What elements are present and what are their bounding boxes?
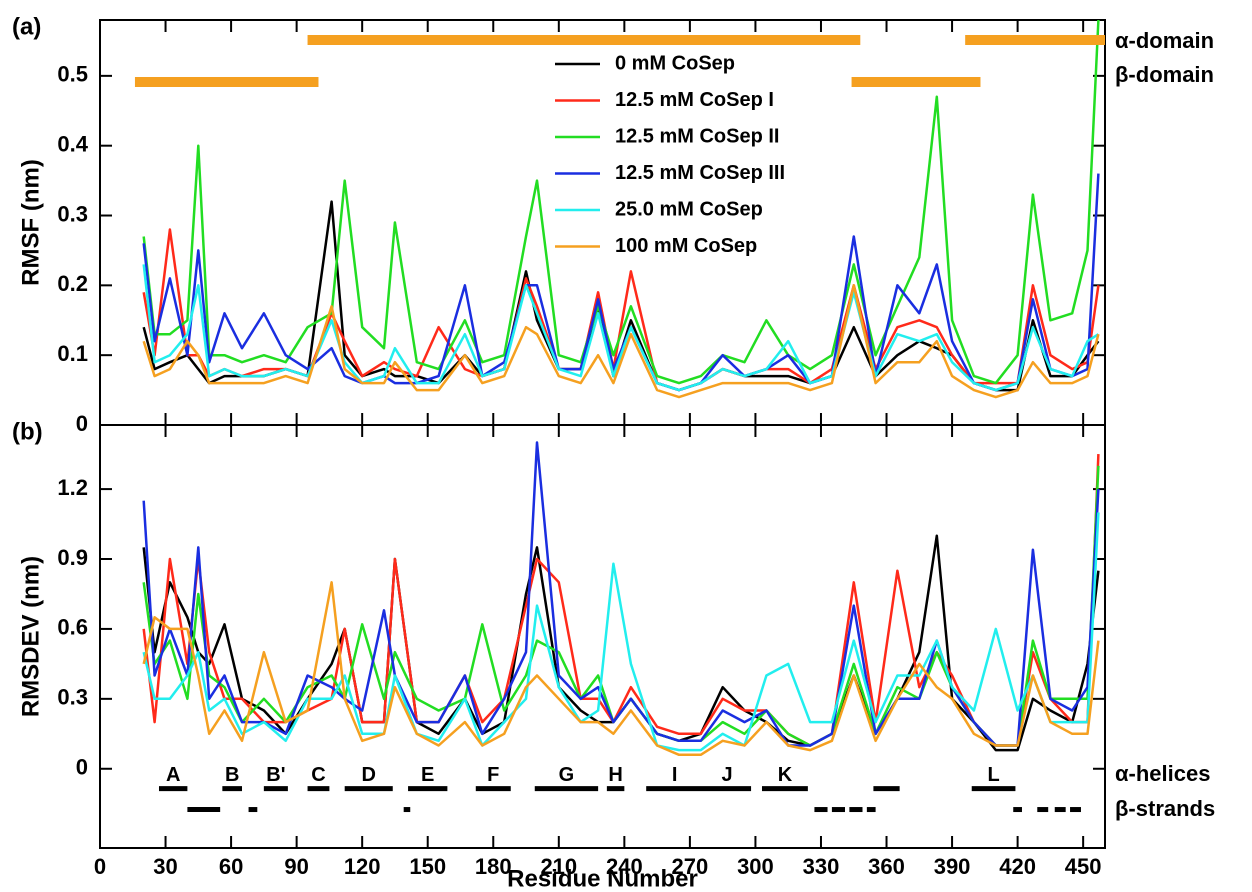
panel-label: (b): [12, 418, 43, 445]
helix-label: B: [225, 764, 239, 786]
legend-label: 12.5 mM CoSep III: [615, 162, 785, 184]
legend-label: 100 mM CoSep: [615, 235, 757, 257]
y-axis-title: RMSF (nm): [17, 159, 44, 286]
x-tick-label: 150: [409, 854, 446, 879]
y-tick-label: 0.6: [57, 615, 88, 640]
helix-label: F: [487, 764, 499, 786]
y-tick-label: 0.3: [57, 685, 88, 710]
helix-title: α-helices: [1115, 761, 1210, 786]
series-line: [142, 581, 1100, 757]
x-tick-label: 420: [999, 854, 1036, 879]
x-tick-label: 450: [1065, 854, 1102, 879]
plot-frame: [99, 424, 1106, 849]
legend-label: 12.5 mM CoSep I: [615, 89, 774, 111]
y-tick-label: 1.2: [57, 475, 88, 500]
x-tick-label: 0: [94, 854, 106, 879]
y-tick-label: 0.2: [57, 271, 88, 296]
series-line: [142, 19, 1100, 385]
helix-label: H: [608, 764, 622, 786]
y-tick-label: 0.5: [57, 62, 88, 87]
x-tick-label: 390: [934, 854, 971, 879]
y-tick-label: 0: [76, 411, 88, 436]
helix-label: B': [266, 764, 285, 786]
helix-label: L: [987, 764, 999, 786]
x-tick-label: 90: [284, 854, 308, 879]
domain-label: β-domain: [1115, 62, 1214, 87]
helix-label: E: [421, 764, 434, 786]
x-tick-label: 240: [606, 854, 643, 879]
panel-label: (a): [12, 13, 41, 40]
helix-label: J: [721, 764, 732, 786]
series-line: [142, 512, 1100, 752]
series-line: [142, 228, 1100, 392]
x-tick-label: 360: [868, 854, 905, 879]
x-axis-title: Residue Number: [507, 865, 698, 892]
x-tick-label: 60: [219, 854, 243, 879]
x-tick-label: 30: [153, 854, 177, 879]
x-tick-label: 270: [672, 854, 709, 879]
strand-title: β-strands: [1115, 796, 1215, 821]
series-line: [142, 173, 1100, 392]
series-line: [142, 284, 1100, 399]
y-axis-title: RMSDEV (nm): [17, 556, 44, 717]
legend-label: 0 mM CoSep: [615, 52, 735, 74]
helix-label: A: [166, 764, 180, 786]
helix-label: I: [672, 764, 678, 786]
series-line: [142, 264, 1100, 392]
x-tick-label: 300: [737, 854, 774, 879]
y-tick-label: 0.1: [57, 341, 88, 366]
x-tick-label: 330: [803, 854, 840, 879]
x-tick-label: 120: [344, 854, 381, 879]
y-tick-label: 0: [76, 755, 88, 780]
x-tick-label: 210: [540, 854, 577, 879]
helix-label: D: [362, 764, 376, 786]
helix-label: K: [778, 764, 793, 786]
y-tick-label: 0.3: [57, 201, 88, 226]
y-tick-label: 0.4: [57, 132, 88, 157]
legend-label: 25.0 mM CoSep: [615, 198, 763, 220]
series-line: [142, 441, 1100, 747]
y-tick-label: 0.9: [57, 545, 88, 570]
helix-label: C: [311, 764, 325, 786]
helix-label: G: [559, 764, 575, 786]
legend-label: 12.5 mM CoSep II: [615, 125, 780, 147]
domain-label: α-domain: [1115, 28, 1214, 53]
x-tick-label: 180: [475, 854, 512, 879]
